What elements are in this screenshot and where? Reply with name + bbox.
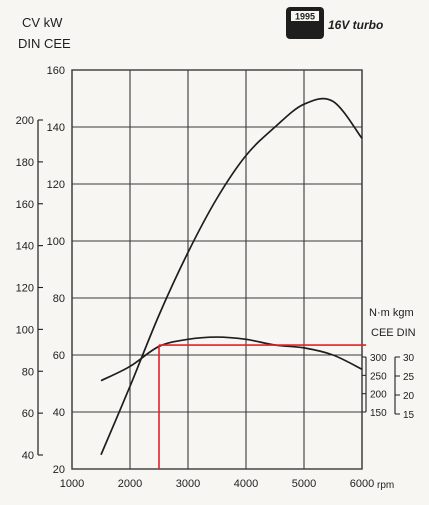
axes: 1000 2000 3000 4000 5000 6000 20 40 60 80 100 120 14… [16, 65, 415, 490]
nm-tick-label-300: 300 [370, 353, 387, 364]
cv-tick-label-80: 80 [22, 366, 34, 378]
kw-tick-label-140: 140 [47, 122, 65, 134]
x-tick-label-2000: 2000 [118, 478, 142, 490]
cv-tick-label-100: 100 [16, 324, 34, 336]
kgm-tick-label-15: 15 [403, 410, 415, 421]
plot-frame [71, 69, 363, 470]
x-tick-label-3000: 3000 [176, 478, 200, 490]
x-tick-label-4000: 4000 [234, 478, 258, 490]
nm-tick-label-250: 250 [370, 371, 387, 382]
x-axis-unit-label: rpm [377, 480, 394, 491]
kgm-tick-label-25: 25 [403, 372, 415, 383]
left-units-top: CV kW [22, 15, 63, 30]
x-tick-label-1000: 1000 [60, 478, 84, 490]
nm-tick-label-200: 200 [370, 390, 387, 401]
kw-tick-label-80: 80 [53, 293, 65, 305]
cv-tick-label-200: 200 [16, 115, 34, 127]
grid [71, 69, 363, 470]
right-units-top: N·m kgm [369, 307, 414, 319]
cv-tick-label-40: 40 [22, 450, 34, 462]
kw-tick-label-120: 120 [47, 179, 65, 191]
kgm-tick-label-20: 20 [403, 391, 415, 402]
torque-curve [100, 336, 363, 382]
kw-tick-label-100: 100 [47, 236, 65, 248]
cv-tick-label-120: 120 [16, 283, 34, 295]
cv-tick-label-60: 60 [22, 408, 34, 420]
kw-tick-label-60: 60 [53, 350, 65, 362]
right-units-bottom: CEE DIN [371, 327, 416, 339]
kw-tick-label-160: 160 [47, 65, 65, 77]
power-curve [100, 97, 363, 456]
badge-model: 16V turbo [328, 18, 383, 32]
x-tick-label-6000: 6000 [350, 478, 374, 490]
year-box [291, 11, 319, 21]
nm-tick-label-150: 150 [370, 408, 387, 419]
kw-tick-label-20: 20 [53, 464, 65, 476]
series [100, 97, 363, 456]
model-badge: 1995 16V turbo [286, 7, 383, 39]
x-tick-label-5000: 5000 [292, 478, 316, 490]
cv-tick-label-180: 180 [16, 157, 34, 169]
badge-year: 1995 [295, 12, 315, 22]
cv-tick-label-160: 160 [16, 199, 34, 211]
reference-marker [158, 344, 366, 469]
kgm-tick-label-30: 30 [403, 353, 415, 364]
left-units-bottom: DIN CEE [18, 36, 71, 51]
kw-tick-label-40: 40 [53, 407, 65, 419]
cv-tick-label-140: 140 [16, 241, 34, 253]
labels: CV kW DIN CEE 1995 16V turbo N·m kgm CEE… [18, 7, 416, 491]
